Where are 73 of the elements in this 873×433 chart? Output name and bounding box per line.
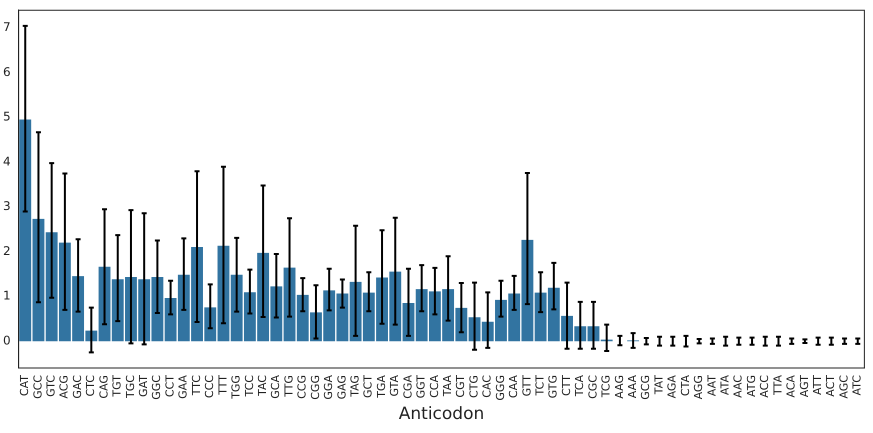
x-tick-label: CCT	[163, 374, 176, 398]
x-axis-title: Anticodon	[398, 404, 484, 424]
x-tick-label: CTA	[678, 374, 692, 396]
x-tick-label: TAA	[440, 374, 454, 398]
x-tick-label: CGA	[401, 374, 414, 399]
x-tick-label: TAC	[256, 374, 269, 397]
x-tick-label: AAT	[705, 374, 718, 396]
x-tick-label: CAA	[507, 374, 520, 398]
x-tick-label: GCG	[639, 375, 652, 400]
x-tick-label: TAG	[348, 375, 362, 398]
x-tick-label: CAC	[480, 374, 494, 398]
x-tick-label: GCT	[362, 374, 375, 398]
x-tick-label: GAC	[70, 374, 84, 399]
x-tick-label: AGA	[666, 374, 679, 398]
x-tick-label: TTT	[216, 374, 230, 396]
x-tick-label: CAG	[97, 375, 110, 399]
x-tick-label: GAT	[137, 374, 150, 397]
y-tick-label: 3	[2, 199, 11, 214]
y-tick-label: 2	[2, 244, 11, 258]
x-tick-label: AAA	[626, 374, 639, 398]
x-tick-label: CCC	[203, 374, 216, 398]
x-tick-label: CGT	[454, 374, 468, 398]
x-tick-label: GCC	[31, 374, 44, 399]
x-tick-label: AAG	[612, 375, 626, 399]
x-tick-label: CAT	[18, 374, 32, 396]
x-tick-label: ACT	[824, 374, 838, 397]
x-tick-label: CCG	[296, 375, 309, 399]
x-tick-label: CTT	[560, 374, 573, 396]
y-tick-label: 7	[2, 20, 11, 34]
x-tick-label: TGC	[124, 374, 137, 399]
x-tick-label: CGG	[308, 375, 322, 400]
x-tick-label: GTA	[388, 374, 402, 397]
x-tick-label: TTA	[771, 374, 784, 396]
x-tick-label: AGT	[798, 374, 811, 398]
x-tick-label: GCA	[269, 374, 282, 399]
x-tick-label: ATC	[850, 374, 864, 396]
x-tick-label: CTC	[84, 374, 98, 396]
x-tick-label: ACC	[758, 374, 772, 398]
x-tick-label: CTG	[467, 375, 480, 398]
x-tick-label: TGT	[110, 374, 124, 398]
y-tick-label: 4	[2, 154, 11, 168]
x-tick-label: AAC	[732, 374, 745, 398]
y-tick-label: 0	[2, 333, 11, 348]
x-tick-label: TTG	[282, 375, 296, 398]
x-tick-label: AGG	[692, 375, 706, 400]
y-tick-label: 6	[2, 64, 11, 79]
x-tick-label: GTG	[546, 375, 560, 398]
x-tick-label: ATT	[810, 374, 824, 395]
x-tick-label: GAG	[335, 375, 348, 400]
x-tick-label: AGC	[837, 374, 850, 399]
x-tick-label: GAA	[176, 374, 190, 399]
x-tick-label: GTT	[520, 374, 534, 396]
x-tick-label: GGT	[414, 374, 428, 398]
x-tick-label: GGG	[494, 375, 507, 401]
x-tick-label: TGA	[374, 374, 388, 399]
x-tick-label: TCC	[242, 374, 256, 398]
x-tick-label: ATG	[744, 375, 758, 397]
x-tick-label: ACA	[784, 374, 798, 398]
x-tick-label: ACG	[58, 375, 71, 399]
x-tick-label: TTC	[190, 374, 203, 396]
x-tick-label: TCT	[533, 374, 546, 397]
x-tick-label: GGC	[150, 374, 164, 400]
x-tick-label: CGC	[586, 374, 600, 399]
x-tick-label: GGA	[322, 374, 336, 400]
x-tick-label: GTC	[44, 374, 58, 397]
x-tick-label: ATA	[718, 374, 732, 396]
y-tick-label: 5	[2, 110, 11, 124]
x-tick-label: TGG	[230, 375, 243, 400]
x-tick-label: CCA	[428, 374, 441, 398]
x-tick-label: TCG	[600, 375, 613, 398]
x-tick-label: TCA	[573, 374, 586, 398]
x-tick-label: TAT	[652, 374, 666, 396]
y-tick-label: 1	[2, 288, 11, 303]
